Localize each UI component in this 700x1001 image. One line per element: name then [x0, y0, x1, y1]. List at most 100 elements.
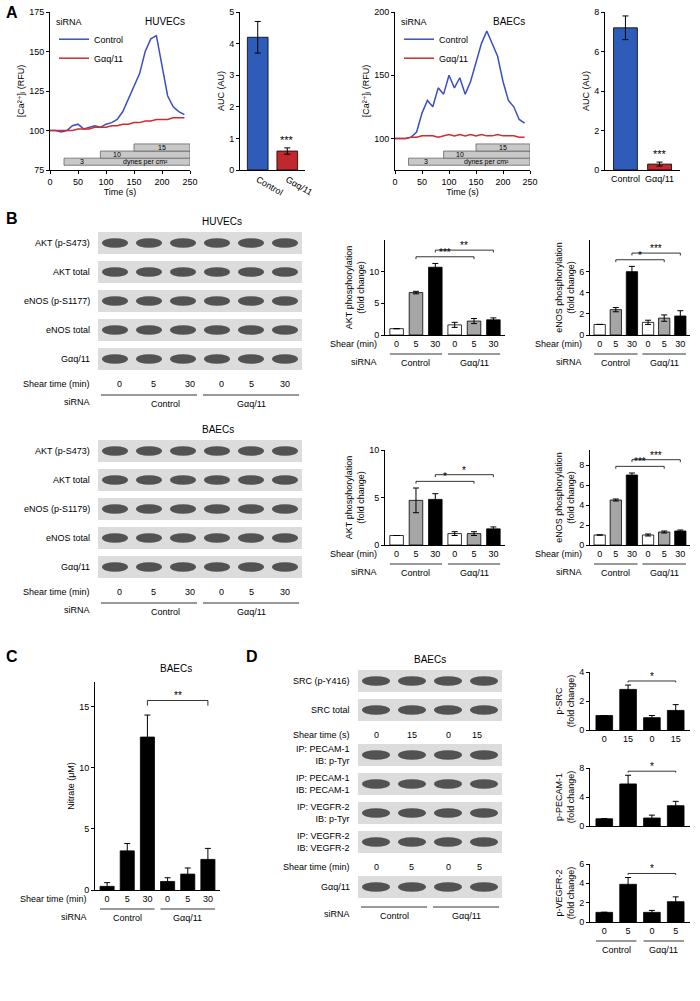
svg-text:AKT (p-S473): AKT (p-S473) [35, 238, 90, 248]
svg-text:p-SRC(fold change): p-SRC(fold change) [554, 675, 576, 728]
svg-text:Gαq/11: Gαq/11 [321, 882, 350, 892]
svg-text:Gαq/11: Gαq/11 [237, 399, 266, 409]
svg-text:***: *** [634, 456, 646, 467]
svg-text:Gαq/11: Gαq/11 [460, 568, 489, 578]
svg-text:5: 5 [229, 7, 234, 17]
svg-text:eNOS phosphorylation(fold chan: eNOS phosphorylation(fold change) [554, 242, 576, 333]
svg-text:0: 0 [374, 330, 379, 340]
svg-text:Shear (min): Shear (min) [535, 339, 582, 349]
svg-text:6: 6 [579, 480, 584, 490]
svg-text:*: * [638, 250, 642, 261]
svg-text:SRC total: SRC total [311, 705, 350, 715]
svg-text:0: 0 [105, 894, 110, 904]
svg-text:200: 200 [374, 7, 389, 17]
svg-text:0: 0 [219, 379, 224, 389]
svg-text:***: *** [650, 450, 662, 461]
svg-text:dynes per cm²: dynes per cm² [123, 158, 168, 166]
svg-text:6: 6 [579, 859, 584, 869]
svg-text:0: 0 [646, 339, 651, 349]
svg-text:5: 5 [472, 339, 477, 349]
svg-text:dynes per cm²: dynes per cm² [464, 158, 509, 166]
svg-text:Time (s): Time (s) [104, 187, 137, 197]
svg-text:eNOS (p-S1177): eNOS (p-S1177) [24, 296, 90, 306]
svg-text:200: 200 [495, 177, 510, 187]
svg-text:Control: Control [439, 35, 468, 45]
svg-text:4: 4 [594, 86, 599, 96]
svg-text:0: 0 [374, 540, 379, 550]
svg-text:30: 30 [488, 549, 498, 559]
svg-text:0: 0 [117, 587, 122, 597]
svg-text:0: 0 [117, 379, 122, 389]
svg-text:Shear time (min): Shear time (min) [23, 587, 90, 597]
svg-text:15: 15 [407, 730, 417, 740]
svg-text:4: 4 [579, 288, 584, 298]
svg-text:15: 15 [158, 144, 166, 151]
svg-text:30: 30 [203, 894, 213, 904]
svg-text:5: 5 [662, 339, 667, 349]
svg-text:Control: Control [94, 35, 123, 45]
svg-text:IP: VEGFR-2IB: p-Tyr: IP: VEGFR-2IB: p-Tyr [297, 802, 350, 824]
svg-text:siRNA: siRNA [324, 909, 350, 919]
svg-text:0: 0 [446, 862, 451, 872]
svg-text:8: 8 [579, 763, 584, 773]
svg-text:100: 100 [441, 177, 456, 187]
svg-text:Control: Control [401, 568, 430, 578]
svg-text:C: C [6, 648, 18, 665]
svg-text:***: *** [280, 134, 294, 146]
svg-text:0: 0 [392, 177, 397, 187]
svg-text:Control: Control [611, 174, 640, 184]
svg-text:***: *** [439, 247, 451, 258]
svg-text:siRNA: siRNA [64, 605, 90, 615]
svg-text:Control: Control [151, 607, 180, 617]
svg-text:0: 0 [446, 730, 451, 740]
svg-text:*: * [443, 471, 447, 482]
svg-text:Shear time (s): Shear time (s) [293, 730, 350, 740]
svg-text:Control: Control [254, 174, 284, 197]
svg-text:Control: Control [113, 913, 142, 923]
svg-text:0: 0 [579, 917, 584, 927]
svg-text:Shear (min): Shear (min) [330, 549, 377, 559]
svg-text:0: 0 [374, 862, 379, 872]
svg-text:Gαq/11: Gαq/11 [650, 358, 679, 368]
svg-text:8: 8 [579, 460, 584, 470]
svg-text:5: 5 [249, 587, 254, 597]
svg-text:30: 30 [142, 894, 152, 904]
svg-text:siRNA: siRNA [556, 567, 582, 577]
svg-text:BAECs: BAECs [414, 654, 446, 665]
svg-text:5: 5 [409, 862, 414, 872]
svg-text:AKT total: AKT total [53, 267, 90, 277]
svg-text:Control: Control [380, 911, 409, 921]
svg-text:0: 0 [165, 894, 170, 904]
svg-text:eNOS (p-S1179): eNOS (p-S1179) [24, 504, 90, 514]
svg-text:0: 0 [394, 549, 399, 559]
svg-text:siRNA: siRNA [56, 17, 82, 27]
svg-text:5: 5 [84, 824, 89, 834]
svg-text:*: * [462, 465, 466, 476]
svg-text:5: 5 [374, 298, 379, 308]
svg-text:250: 250 [522, 177, 537, 187]
svg-text:Shear time (min): Shear time (min) [283, 862, 350, 872]
svg-text:siRNA: siRNA [556, 357, 582, 367]
svg-text:Shear time (min): Shear time (min) [20, 894, 87, 904]
svg-text:5: 5 [613, 549, 618, 559]
svg-text:30: 30 [280, 379, 290, 389]
svg-text:AKT total: AKT total [53, 475, 90, 485]
svg-text:30: 30 [675, 339, 685, 349]
svg-text:250: 250 [182, 177, 197, 187]
svg-text:75: 75 [34, 165, 44, 175]
svg-text:3: 3 [80, 158, 84, 165]
svg-text:0: 0 [84, 885, 89, 895]
svg-text:Gαq/11: Gαq/11 [460, 358, 489, 368]
svg-text:eNOS phosphorylation(fold chan: eNOS phosphorylation(fold change) [554, 452, 576, 543]
svg-text:A: A [6, 4, 18, 21]
svg-text:0: 0 [579, 821, 584, 831]
svg-text:6: 6 [579, 267, 584, 277]
svg-text:*: * [650, 863, 654, 874]
svg-text:0: 0 [394, 339, 399, 349]
svg-text:2: 2 [579, 309, 584, 319]
svg-text:0: 0 [452, 339, 457, 349]
svg-text:0: 0 [649, 926, 654, 936]
svg-text:AUC (AU): AUC (AU) [581, 71, 591, 111]
svg-text:0: 0 [579, 725, 584, 735]
svg-text:p-PECAM-1(fold change): p-PECAM-1(fold change) [554, 771, 576, 824]
